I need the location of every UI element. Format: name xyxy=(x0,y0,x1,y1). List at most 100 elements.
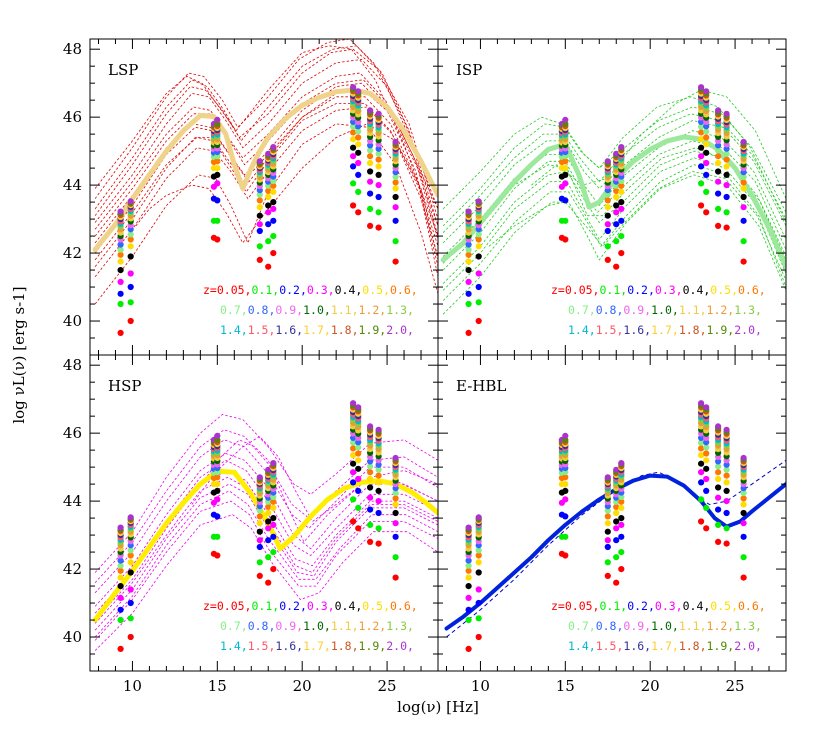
limit-point xyxy=(367,190,374,197)
limit-point xyxy=(214,552,221,559)
limit-point xyxy=(715,153,722,160)
limit-point xyxy=(698,144,705,151)
limit-point xyxy=(367,168,374,175)
x-tick-label: 10 xyxy=(123,677,142,695)
legend-entry: 1.2, xyxy=(359,619,387,633)
limit-point xyxy=(723,156,730,163)
limit-point xyxy=(475,547,482,554)
limit-point xyxy=(723,209,730,216)
limit-point xyxy=(723,487,730,494)
limit-point xyxy=(355,188,362,195)
legend-entry: 1.4, xyxy=(568,323,596,337)
limit-point xyxy=(127,586,134,593)
x-tick-label: 25 xyxy=(378,677,397,695)
legend-entry: 1.3, xyxy=(386,303,414,317)
limit-point xyxy=(604,572,611,580)
legend-entry: 1.4, xyxy=(220,639,248,653)
limit-point xyxy=(465,300,472,308)
limit-point xyxy=(256,243,263,250)
limit-point xyxy=(562,165,569,172)
limit-point xyxy=(562,217,569,224)
limit-point xyxy=(375,171,382,178)
limit-point xyxy=(740,217,747,224)
limit-point xyxy=(698,434,705,441)
limit-point xyxy=(214,513,221,520)
limit-point xyxy=(618,205,625,212)
limit-point xyxy=(375,156,382,163)
legend-row: 0.7,0.8,0.9,1.0,1.1,1.2,1.3, xyxy=(220,619,414,633)
limit-point xyxy=(613,525,620,532)
limit-point xyxy=(270,217,277,224)
limit-point xyxy=(613,221,620,228)
limit-point xyxy=(265,518,272,525)
limit-point xyxy=(618,188,625,195)
legend-row: z=0.05,0.1,0.2,0.3,0.4,0.5,0.6, xyxy=(203,283,418,297)
limit-point xyxy=(127,552,134,559)
limit-point xyxy=(715,168,722,175)
limit-point xyxy=(475,615,482,622)
y-tick-label: 48 xyxy=(63,40,82,58)
legend-entry: 1.9, xyxy=(707,323,735,337)
limit-point xyxy=(256,191,263,198)
limit-point xyxy=(375,479,382,486)
limit-point xyxy=(214,236,221,243)
limit-point xyxy=(562,432,569,439)
individual-sed-curve xyxy=(94,45,438,237)
legend-entry: 1.6, xyxy=(623,323,651,337)
limit-point xyxy=(117,278,124,285)
mean-sed-curve xyxy=(92,87,438,253)
limit-point xyxy=(355,171,362,178)
panel-hsp: z=0.05,0.1,0.2,0.3,0.4,0.5,0.6,0.7,0.8,0… xyxy=(63,354,439,695)
limit-point xyxy=(117,606,124,613)
limit-point xyxy=(127,243,134,250)
limit-point xyxy=(350,452,357,459)
limit-point xyxy=(723,509,730,517)
legend-entry: 1.7, xyxy=(303,323,331,337)
legend-entry: 1.1, xyxy=(679,303,707,317)
limit-point xyxy=(703,171,710,178)
limit-point xyxy=(265,150,272,157)
limit-point xyxy=(355,439,362,446)
limit-point xyxy=(604,191,611,198)
limit-point xyxy=(117,524,124,531)
legend-entry: 2.0, xyxy=(386,323,414,337)
limit-point xyxy=(214,180,221,187)
limit-point xyxy=(117,616,124,624)
limit-point xyxy=(465,606,472,613)
limit-point xyxy=(604,543,611,551)
limit-point xyxy=(355,465,362,472)
limit-point xyxy=(270,250,277,257)
limit-point xyxy=(740,173,747,181)
limit-point xyxy=(475,569,482,576)
limit-point xyxy=(117,329,124,336)
limit-point xyxy=(127,317,134,325)
legend-entry: 1.2, xyxy=(359,303,387,317)
panel-lsp: z=0.05,0.1,0.2,0.3,0.4,0.5,0.6,0.7,0.8,0… xyxy=(63,38,439,356)
limit-point xyxy=(698,136,705,143)
x-tick-label: 10 xyxy=(471,677,490,695)
limit-point xyxy=(127,198,134,205)
individual-sed-curve xyxy=(196,439,438,543)
limit-point xyxy=(613,202,620,209)
legend-entry: 2.0, xyxy=(734,323,762,337)
limit-point xyxy=(375,461,382,468)
limit-point xyxy=(265,537,272,544)
limit-point xyxy=(265,509,272,517)
legend-entry: 2.0, xyxy=(734,639,762,653)
limit-point xyxy=(350,496,357,503)
y-tick-label: 48 xyxy=(63,356,82,374)
limit-point xyxy=(265,554,272,561)
limit-point xyxy=(703,188,710,195)
limit-point xyxy=(355,450,362,457)
limit-point xyxy=(265,503,272,510)
individual-sed-curve xyxy=(531,89,786,199)
limit-point xyxy=(562,552,569,559)
limit-point xyxy=(355,525,362,532)
limit-point xyxy=(214,533,221,540)
limit-point xyxy=(703,439,710,446)
limit-point xyxy=(465,645,472,653)
limit-point xyxy=(256,513,263,520)
limit-point xyxy=(698,202,705,209)
limit-point xyxy=(355,209,362,216)
limit-point xyxy=(715,521,722,529)
